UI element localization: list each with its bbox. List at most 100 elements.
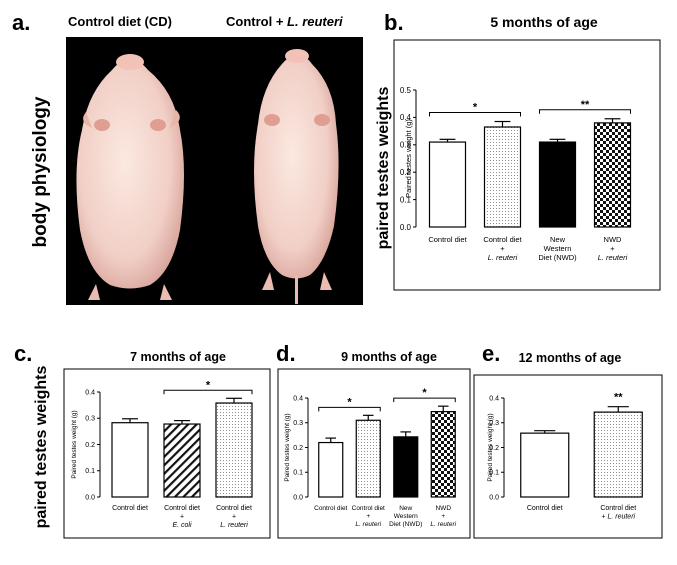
chart-e: 12 months of age Paired testes weight (g)… (487, 351, 643, 521)
chart-d-significance-bracket (318, 406, 381, 412)
panel-e-letter: e. (482, 341, 500, 366)
chart-e-significance-label: ** (614, 392, 623, 404)
mouse-control-diet-image (76, 54, 184, 300)
chart-e-bar (520, 432, 570, 498)
chart-b-tick-label: 0.0 (400, 223, 412, 232)
chart-b-tick-label: 0.5 (400, 86, 412, 95)
panel-c-frame (63, 368, 271, 539)
chart-c-category-label: E. coli (172, 522, 192, 529)
mouse-photo (66, 37, 363, 305)
chart-c-title: 7 months of age (130, 350, 226, 364)
chart-b-title: 5 months of age (490, 14, 598, 30)
chart-c-tick-label: 0.2 (85, 442, 95, 449)
chart-c-category-label: Control diet (112, 505, 148, 512)
chart-d-category-label: + (366, 513, 370, 520)
chart-c-bar (163, 423, 201, 498)
chart-e-category-label: Control diet (527, 505, 563, 512)
chart-d-title: 9 months of age (341, 350, 437, 364)
chart-e-ylabel: Paired testes weight (g) (487, 413, 494, 481)
chart-d-significance-label: * (422, 387, 427, 399)
chart-c-significance-label: * (206, 379, 211, 391)
chart-e-bar (593, 411, 643, 498)
chart-e-tick-label: 0.4 (489, 395, 499, 402)
panel-a-side-label: body physiology (30, 96, 51, 247)
chart-b-category-label: + (500, 244, 505, 253)
chart-c-tick-label: 0.4 (85, 389, 95, 396)
panel-a-letter: a. (12, 10, 30, 35)
chart-b-significance-bracket (429, 112, 521, 117)
chart-c-bar (111, 422, 149, 498)
chart-b-category-label: + (610, 244, 615, 253)
chart-d-tick-label: 0.2 (293, 445, 303, 452)
chart-b-category-label: Western (544, 244, 572, 253)
chart-d-category-label: Control diet (314, 505, 347, 512)
chart-c-category-label: Control diet (216, 505, 252, 512)
chart-d-ylabel: Paired testes weight (g) (284, 413, 291, 481)
chart-e-category-italic: L. reuteri (607, 514, 635, 521)
chart-e-category-label: + L. reuteri (601, 514, 635, 521)
chart-e-tick-label: 0.2 (489, 445, 499, 452)
panel-b-frame (393, 39, 661, 291)
chart-c-bar (215, 402, 253, 498)
chart-d-bar (355, 419, 381, 498)
mouse-l-reuteri-image (254, 49, 339, 304)
chart-e-tick-label: 0.3 (489, 420, 499, 427)
chart-d-category-label: New (399, 505, 412, 512)
chart-b-category-label: Diet (NWD) (538, 253, 577, 262)
chart-b-category-label: Control diet (428, 235, 467, 244)
chart-b-tick-label: 0.3 (400, 141, 412, 150)
chart-d-bar (393, 436, 419, 498)
chart-d-tick-label: 0.0 (293, 494, 303, 501)
chart-d-significance-label: * (347, 396, 352, 408)
chart-d-tick-label: 0.3 (293, 420, 303, 427)
chart-b-bar (428, 141, 467, 228)
chart-b-category-label: Control diet (483, 235, 522, 244)
chart-d-category-label: + (441, 513, 445, 520)
chart-c-category-label: + (232, 514, 236, 521)
chart-d-category-label: L. reuteri (430, 521, 456, 528)
chart-e-tick-label: 0.0 (489, 494, 499, 501)
panel-a-title-left: Control diet (CD) (68, 14, 172, 29)
chart-d-category-label: L. reuteri (355, 521, 381, 528)
chart-b-tick-label: 0.1 (400, 195, 412, 204)
panel-b-side-label: paired testes weights (375, 87, 392, 250)
chart-d-category-label: Control diet (352, 505, 385, 512)
panel-c-letter: c. (14, 341, 32, 366)
chart-c-category-label: + (180, 514, 184, 521)
chart-d-tick-label: 0.4 (293, 395, 303, 402)
chart-b-tick-label: 0.2 (400, 168, 412, 177)
chart-c-tick-label: 0.1 (85, 468, 95, 475)
chart-d-bar (318, 441, 344, 498)
panel-b-letter: b. (384, 10, 404, 35)
chart-c: 7 months of age Paired testes weight (g) 0… (71, 350, 253, 529)
chart-c-significance-bracket (163, 389, 253, 395)
chart-b-category-label: L. reuteri (488, 253, 518, 262)
chart-d-category-label: NWD (435, 505, 451, 512)
chart-b-bar (483, 126, 522, 228)
panel-a-title-right: Control + L. reuteri (226, 14, 343, 29)
chart-b-significance-label: ** (581, 99, 590, 111)
chart-d-significance-bracket (393, 397, 456, 403)
chart-c-tick-label: 0.0 (85, 494, 95, 501)
chart-e-tick-label: 0.1 (489, 470, 499, 477)
chart-c-tick-label: 0.3 (85, 416, 95, 423)
chart-e-category-label: Control diet (600, 505, 636, 512)
chart-b-tick-label: 0.4 (400, 113, 412, 122)
chart-d-category-label: Diet (NWD) (389, 521, 422, 528)
chart-b-significance-label: * (473, 102, 478, 114)
chart-c-category-label: L. reuteri (220, 522, 248, 529)
chart-c-category-label: Control diet (164, 505, 200, 512)
chart-b-significance-bracket (539, 109, 631, 114)
chart-d-bar (430, 411, 456, 498)
panel-e-frame (473, 374, 663, 539)
chart-e-category-plus: + (601, 514, 607, 521)
panel-d-frame (277, 368, 471, 539)
chart-d-category-label: Western (394, 513, 418, 520)
panel-d-letter: d. (276, 341, 296, 366)
panel-a-title-right-prefix: Control + (226, 14, 287, 29)
chart-b-bar (538, 141, 577, 228)
